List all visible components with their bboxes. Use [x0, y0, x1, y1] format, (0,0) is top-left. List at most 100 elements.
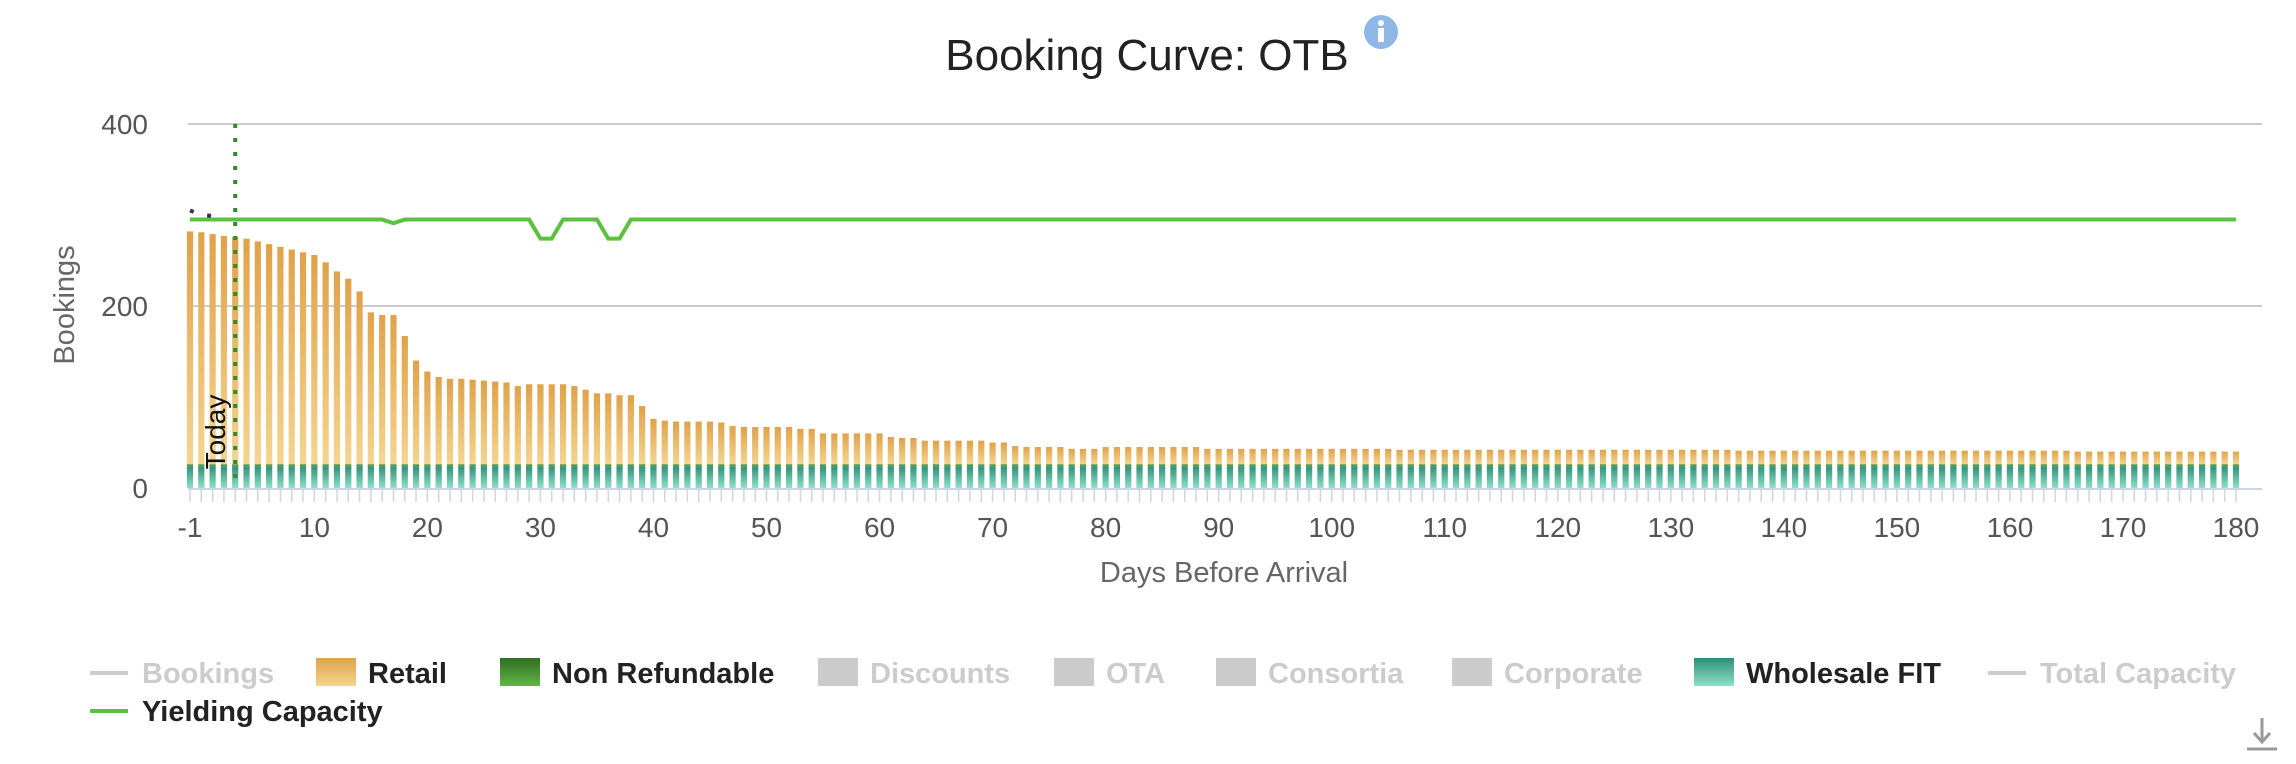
legend-item-retail[interactable]: Retail [316, 658, 447, 690]
bar-non-refundable [1927, 464, 1934, 467]
bar-retail [661, 420, 668, 465]
legend-item-non-refundable[interactable]: Non Refundable [500, 658, 774, 690]
bar-retail [2232, 451, 2240, 465]
bar-non-refundable [1102, 464, 1109, 467]
legend-item-yielding-capacity[interactable]: Yielding Capacity [90, 696, 383, 728]
bar-retail [2187, 451, 2194, 465]
bar-retail [2165, 451, 2172, 465]
bar-retail [1792, 450, 1799, 465]
bar-retail [1475, 449, 1482, 465]
legend-item-wholesale-fit[interactable]: Wholesale FIT [1694, 658, 1941, 690]
bar-wholesale-fit [1848, 466, 1855, 488]
bar-wholesale-fit [299, 466, 307, 488]
bar-retail [379, 315, 386, 465]
legend-item-ota[interactable]: OTA [1054, 658, 1165, 690]
bar-wholesale-fit [243, 466, 250, 488]
legend-item-total-capacity[interactable]: Total Capacity [1988, 658, 2236, 690]
bar-retail [1611, 449, 1618, 465]
bar-retail [1204, 448, 1211, 465]
bar-retail [2221, 451, 2228, 465]
bar-retail [1577, 449, 1584, 465]
bar-wholesale-fit [1509, 466, 1516, 488]
bar-non-refundable [503, 464, 510, 467]
bar-retail [921, 440, 928, 465]
bar-non-refundable [1023, 464, 1030, 467]
legend-item-discounts[interactable]: Discounts [818, 658, 1010, 690]
bar-wholesale-fit [2040, 466, 2047, 488]
bar-non-refundable [1328, 464, 1335, 467]
bar-wholesale-fit [1837, 466, 1844, 488]
bar-non-refundable [593, 464, 601, 467]
bar-retail [910, 437, 917, 465]
bar-retail [1803, 450, 1810, 465]
bar-wholesale-fit [1215, 466, 1222, 488]
bar-non-refundable [1147, 464, 1154, 467]
legend-item-consortia[interactable]: Consortia [1216, 658, 1404, 690]
bar-retail [2018, 450, 2025, 465]
legend-item-bookings[interactable]: Bookings [90, 658, 274, 690]
bar-wholesale-fit [1577, 466, 1584, 488]
bar-non-refundable [548, 464, 555, 467]
bar-non-refundable [1430, 464, 1437, 467]
bar-retail [706, 421, 714, 465]
y-axis-label: Bookings [49, 245, 81, 364]
x-tick-label: 140 [1760, 512, 1807, 543]
bar-non-refundable [458, 464, 465, 467]
bar-wholesale-fit [729, 466, 736, 488]
info-icon[interactable] [1364, 15, 1398, 49]
bar-wholesale-fit [345, 466, 352, 488]
bar-retail [243, 238, 250, 465]
bar-wholesale-fit [842, 466, 849, 488]
bar-retail [390, 315, 397, 465]
bar-retail [2131, 451, 2138, 465]
bar-retail [1633, 449, 1641, 465]
bar-non-refundable [978, 464, 985, 467]
x-tick-label: 20 [412, 512, 443, 543]
bar-non-refundable [1656, 464, 1663, 467]
download-icon[interactable] [2247, 718, 2277, 751]
bar-retail [1272, 448, 1279, 465]
bar-wholesale-fit [1192, 466, 1200, 488]
bar-retail [932, 440, 940, 465]
bar-retail [650, 418, 657, 465]
bar-wholesale-fit [2119, 466, 2127, 488]
bar-non-refundable [831, 464, 838, 467]
bar-non-refundable [435, 464, 442, 467]
bar-retail [322, 262, 329, 465]
bar-wholesale-fit [1769, 466, 1776, 488]
bar-non-refundable [2221, 464, 2228, 467]
legend-item-corporate[interactable]: Corporate [1452, 658, 1643, 690]
bar-retail [605, 393, 612, 465]
bar-non-refundable [1034, 464, 1041, 467]
bar-wholesale-fit [1328, 466, 1335, 488]
bar-wholesale-fit [446, 466, 454, 488]
bar-non-refundable [1633, 464, 1641, 467]
bar-wholesale-fit [582, 466, 589, 488]
bar-wholesale-fit [1136, 466, 1143, 488]
bar-non-refundable [1204, 464, 1211, 467]
bar-retail [1147, 447, 1154, 465]
bar-wholesale-fit [1543, 466, 1550, 488]
bar-retail [2108, 451, 2115, 465]
bar-non-refundable [876, 464, 883, 467]
bar-non-refundable [1407, 464, 1414, 467]
y-axis-tick-labels: 0 200 400 [101, 109, 148, 504]
x-tick-label: 60 [864, 512, 895, 543]
bar-non-refundable [1746, 464, 1754, 467]
bar-retail [1905, 450, 1912, 465]
bar-retail [1984, 450, 1991, 465]
bar-non-refundable [469, 464, 476, 467]
bar-wholesale-fit [435, 466, 442, 488]
bar-retail [1769, 450, 1776, 465]
bar-wholesale-fit [186, 466, 194, 488]
bar-wholesale-fit [932, 466, 940, 488]
bar-retail [1565, 449, 1573, 465]
bar-non-refundable [2187, 464, 2194, 467]
bar-non-refundable [1012, 464, 1019, 467]
bar-non-refundable [1079, 464, 1087, 467]
bar-wholesale-fit [639, 466, 646, 488]
bar-retail [593, 393, 601, 465]
bar-non-refundable [955, 464, 962, 467]
bar-retail [1679, 449, 1686, 465]
bar-wholesale-fit [2052, 466, 2059, 488]
